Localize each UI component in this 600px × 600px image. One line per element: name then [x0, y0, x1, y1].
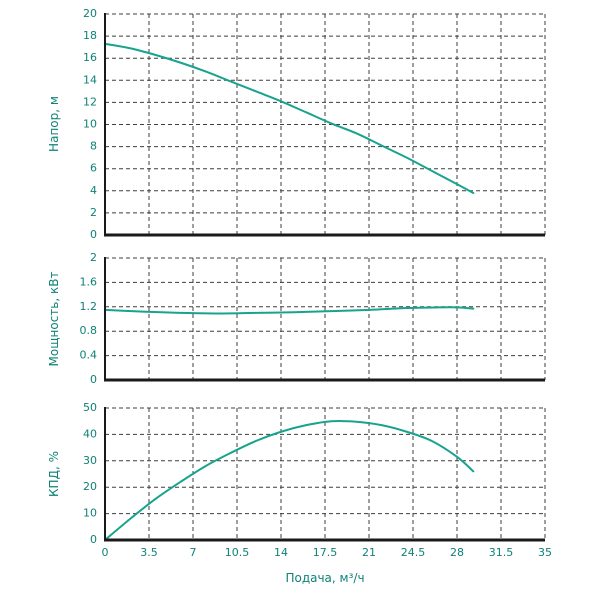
- efficiency-ytick-label: 30: [83, 454, 97, 467]
- head-ytick-label: 14: [83, 73, 97, 86]
- head-ytick-label: 6: [90, 162, 97, 175]
- head-ytick-label: 0: [90, 228, 97, 241]
- head-ytick-label: 2: [90, 206, 97, 219]
- head-ytick-label: 12: [83, 95, 97, 108]
- power-ytick-label: 0: [90, 373, 97, 386]
- x-axis-title: Подача, м³/ч: [285, 571, 365, 585]
- head-ytick-label: 16: [83, 51, 97, 64]
- x-tick-label: 35: [538, 546, 552, 559]
- power-ytick-label: 0.4: [80, 349, 98, 362]
- x-tick-label: 28: [450, 546, 464, 559]
- power-axis-title: Мощность, кВт: [47, 271, 61, 367]
- power-ytick-label: 2: [90, 251, 97, 264]
- x-tick-label: 17.5: [313, 546, 338, 559]
- head-curve: [104, 42, 475, 195]
- power-ytick-label: 0.8: [80, 324, 98, 337]
- efficiency-ytick-label: 40: [83, 427, 97, 440]
- efficiency-axis-title: КПД, %: [47, 451, 61, 497]
- head-ytick-label: 10: [83, 118, 97, 131]
- x-tick-label: 21: [362, 546, 376, 559]
- x-tick-label: 14: [274, 546, 288, 559]
- x-tick-label: 3.5: [140, 546, 158, 559]
- head-ytick-label: 4: [90, 184, 97, 197]
- power-ytick-label: 1.2: [80, 300, 98, 313]
- power-curve: [104, 306, 475, 315]
- x-tick-label: 7: [190, 546, 197, 559]
- x-tick-label: 31.5: [489, 546, 514, 559]
- efficiency-ytick-label: 20: [83, 480, 97, 493]
- x-tick-label: 10.5: [225, 546, 250, 559]
- head-axis-title: Напор, м: [47, 96, 61, 152]
- head-ytick-label: 20: [83, 7, 97, 20]
- efficiency-curve: [104, 419, 475, 541]
- power-ytick-label: 1.6: [80, 275, 98, 288]
- head-ytick-label: 18: [83, 29, 97, 42]
- head-ytick-label: 8: [90, 140, 97, 153]
- x-tick-label: 0: [102, 546, 109, 559]
- efficiency-ytick-label: 0: [90, 533, 97, 546]
- efficiency-ytick-label: 10: [83, 507, 97, 520]
- x-tick-label: 24.5: [401, 546, 426, 559]
- efficiency-ytick-label: 50: [83, 401, 97, 414]
